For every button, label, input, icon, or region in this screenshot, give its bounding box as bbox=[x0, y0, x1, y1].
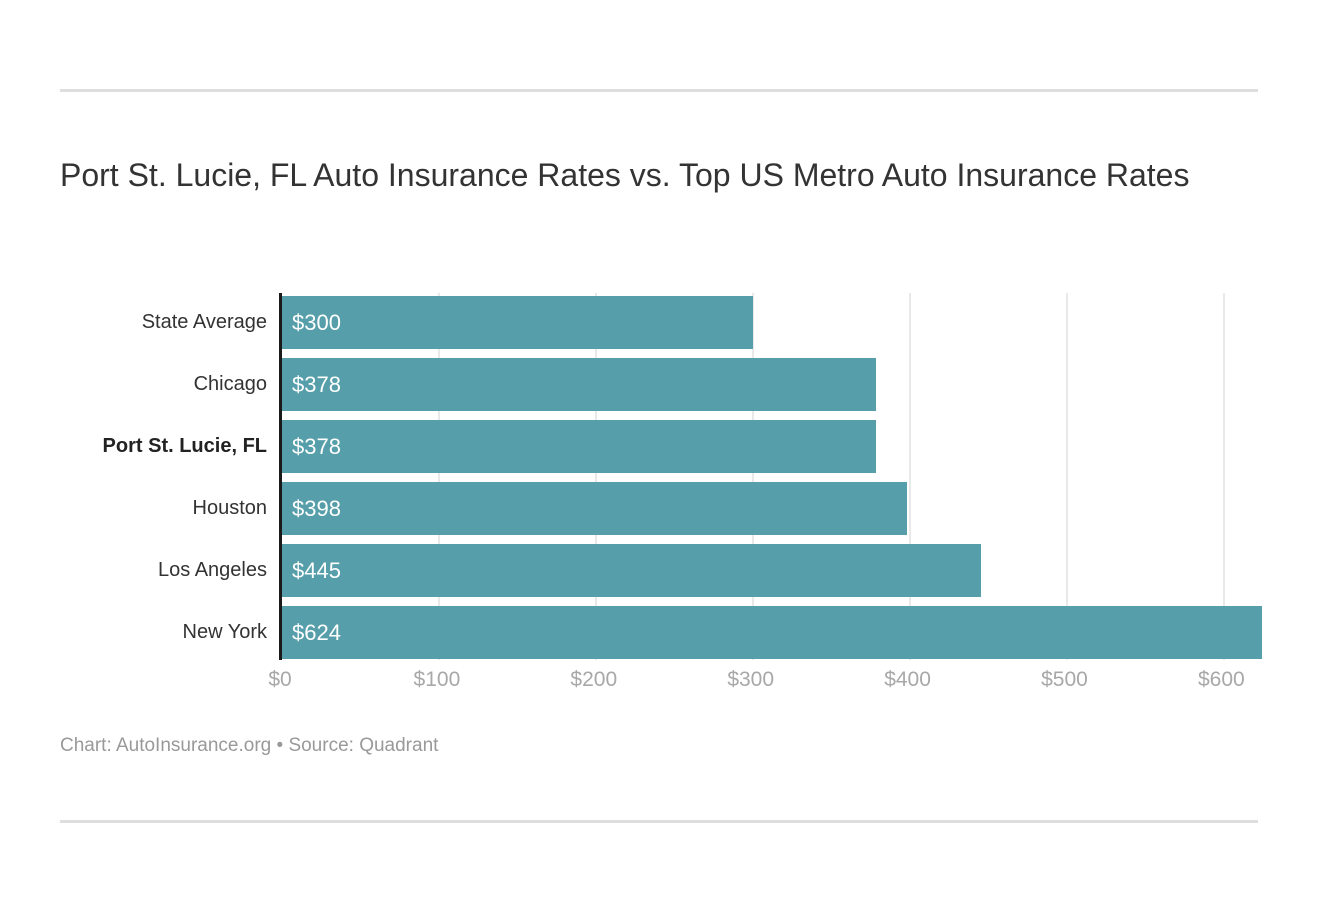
top-divider bbox=[60, 89, 1258, 92]
bar: $378 bbox=[282, 420, 876, 473]
x-tick-label: $300 bbox=[727, 668, 775, 691]
bar-value-label: $378 bbox=[292, 371, 341, 397]
bar-row: New York $624 bbox=[60, 606, 1262, 659]
bar: $398 bbox=[282, 482, 908, 535]
y-axis-line bbox=[279, 293, 282, 660]
x-tick-label: $400 bbox=[884, 668, 931, 691]
bar-row: Houston $398 bbox=[60, 482, 1262, 535]
bottom-divider bbox=[60, 820, 1258, 823]
category-label: Port St. Lucie, FL bbox=[102, 435, 267, 457]
bar-row: Chicago $378 bbox=[60, 358, 1262, 411]
bar-track: $624 bbox=[282, 606, 1262, 659]
category-label: New York bbox=[182, 621, 268, 643]
bar-track: $378 bbox=[282, 358, 1262, 411]
chart-title: Port St. Lucie, FL Auto Insurance Rates … bbox=[60, 157, 1190, 193]
bar-value-label: $378 bbox=[292, 433, 341, 459]
bar-row: Los Angeles $445 bbox=[60, 544, 1262, 597]
bar-track: $445 bbox=[282, 544, 1262, 597]
chart-attribution: Chart: AutoInsurance.org • Source: Quadr… bbox=[60, 735, 439, 756]
x-tick-label: $100 bbox=[413, 668, 461, 691]
bar-row: Port St. Lucie, FL $378 bbox=[60, 420, 1262, 473]
gridline bbox=[909, 293, 912, 660]
bar-value-label: $624 bbox=[292, 619, 341, 645]
bar-track: $378 bbox=[282, 420, 1262, 473]
bar-row: State Average $300 bbox=[60, 296, 1262, 349]
x-tick-label: $600 bbox=[1197, 668, 1245, 691]
bar-track: $398 bbox=[282, 482, 1262, 535]
category-label: State Average bbox=[141, 311, 267, 333]
plot-area bbox=[282, 293, 1262, 660]
bar: $624 bbox=[282, 606, 1262, 659]
category-label: Houston bbox=[192, 497, 268, 519]
bar-value-label: $398 bbox=[292, 495, 341, 521]
gridline bbox=[438, 293, 441, 660]
gridline bbox=[1223, 293, 1226, 660]
x-tick-label: $200 bbox=[570, 668, 618, 691]
gridline bbox=[752, 293, 755, 660]
bar-chart: State Average $300 Chicago $378 Port St. Luc… bbox=[60, 293, 1262, 660]
gridline bbox=[1066, 293, 1069, 660]
category-label: Chicago bbox=[193, 373, 267, 395]
gridline bbox=[595, 293, 598, 660]
x-tick-label: $0 bbox=[268, 668, 292, 691]
bar: $445 bbox=[282, 544, 981, 597]
bar-track: $300 bbox=[282, 296, 1262, 349]
x-axis: $0 $100 $200 $300 $400 $500 $600 bbox=[268, 668, 1259, 698]
bar: $378 bbox=[282, 358, 876, 411]
category-label: Los Angeles bbox=[158, 559, 267, 581]
bar-rows: State Average $300 Chicago $378 Port St. Luc… bbox=[60, 296, 1262, 659]
bar-value-label: $300 bbox=[292, 309, 341, 335]
bar-value-label: $445 bbox=[292, 557, 341, 583]
x-tick-label: $500 bbox=[1041, 668, 1088, 691]
bar: $300 bbox=[282, 296, 754, 349]
